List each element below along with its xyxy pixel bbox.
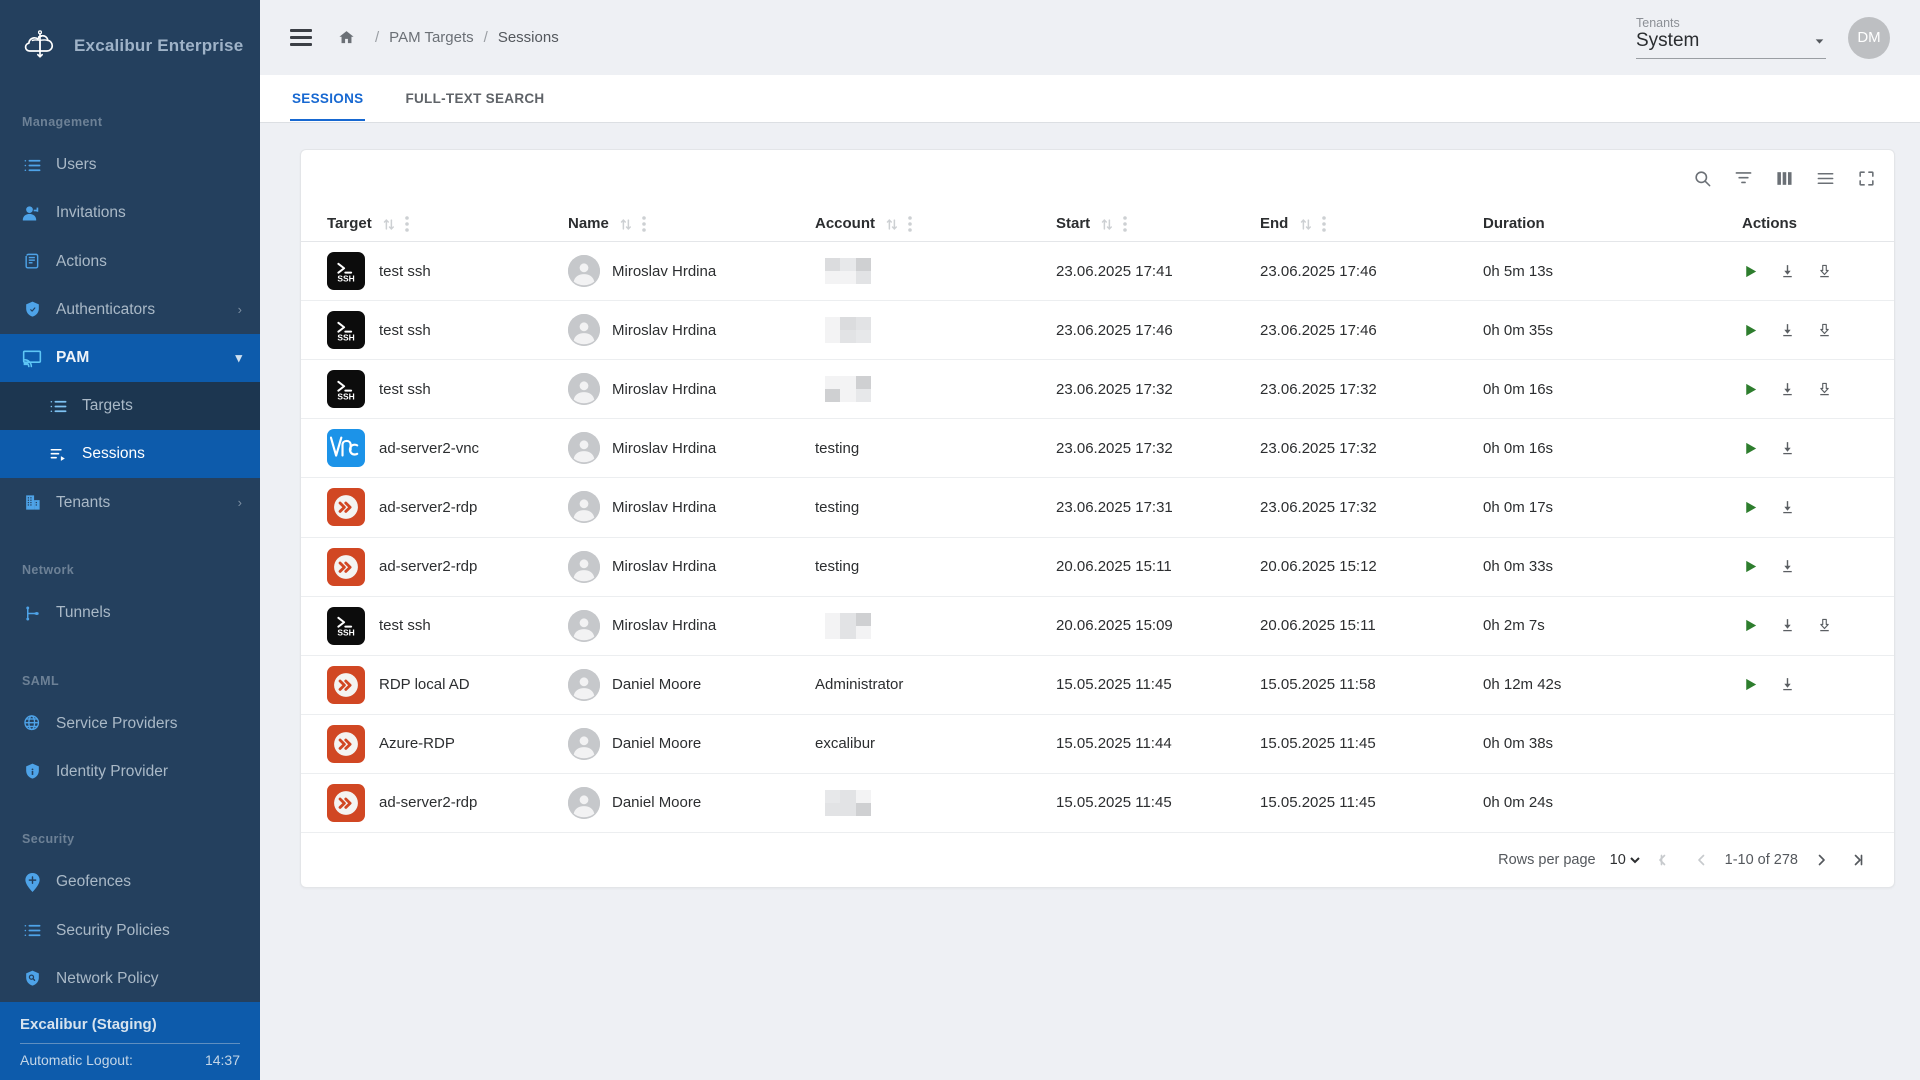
svg-text:SSH: SSH	[337, 332, 354, 341]
svg-text:SSH: SSH	[337, 391, 354, 400]
svg-text:SSH: SSH	[337, 273, 354, 282]
svg-text:SSH: SSH	[337, 628, 354, 637]
